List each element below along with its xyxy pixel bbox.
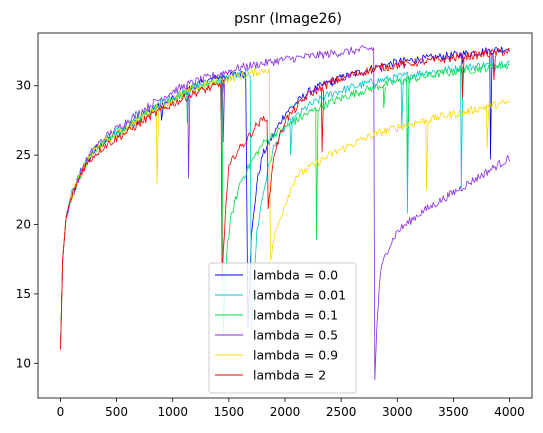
- axes-layer: 0 500 1000 1500 2000 2500 3000 3500 4000 10 15 20 25…: [16, 32, 533, 419]
- x-tick-label: 2500: [326, 405, 357, 419]
- series-dip-3-0: [187, 84, 191, 179]
- x-tick-label: 3000: [382, 405, 413, 419]
- series-dip-0-5: [489, 50, 493, 160]
- legend-label-4: lambda = 0.9: [253, 348, 338, 363]
- x-tick-label: 4000: [494, 405, 525, 419]
- series-dip-0-0: [160, 105, 164, 121]
- series-line-3: [60, 45, 510, 381]
- legend-label-3: lambda = 0.5: [253, 328, 338, 343]
- series-dip-4-2: [486, 106, 490, 149]
- series-dip-4-0: [155, 107, 159, 185]
- y-tick-label: 15: [16, 287, 31, 301]
- x-tick-label: 0: [57, 405, 65, 419]
- y-tick-label: 10: [16, 356, 31, 370]
- x-tick-label: 1000: [157, 405, 188, 419]
- series-dip-2-2: [406, 79, 410, 168]
- series-dip-5-1: [461, 56, 465, 99]
- legend: lambda = 0.0 lambda = 0.01 lambda = 0.1 lam…: [208, 262, 357, 394]
- x-tick-label: 3500: [438, 405, 469, 419]
- y-tick-label: 30: [16, 79, 31, 93]
- y-tick-label: 20: [16, 218, 31, 232]
- series-dip-2-0: [315, 109, 319, 240]
- x-tick-label: 500: [105, 405, 128, 419]
- legend-label-5: lambda = 2: [253, 368, 326, 383]
- series-line-5: [60, 48, 510, 350]
- series-layer: [60, 45, 510, 381]
- series-line-2: [60, 62, 510, 350]
- series-dip-1-5: [460, 68, 464, 189]
- x-tick-label: 1500: [214, 405, 245, 419]
- series-dip-1-2: [289, 122, 293, 156]
- series-dip-1-3: [400, 76, 404, 129]
- legend-label-2: lambda = 0.1: [253, 308, 338, 323]
- legend-label-1: lambda = 0.01: [253, 288, 346, 303]
- y-tick-label: 25: [16, 148, 31, 162]
- series-dip-3-1: [222, 72, 226, 143]
- series-dip-4-1: [425, 120, 429, 190]
- legend-label-0: lambda = 0.0: [253, 268, 338, 283]
- x-tick-label: 2000: [270, 405, 301, 419]
- series-dip-5-2: [492, 52, 496, 81]
- series-dip-2-1: [382, 84, 386, 108]
- legend-box: [208, 262, 357, 394]
- series-line-4: [60, 67, 510, 350]
- series-dip-5-0: [320, 87, 325, 153]
- chart-title: psnr (Image26): [234, 11, 342, 27]
